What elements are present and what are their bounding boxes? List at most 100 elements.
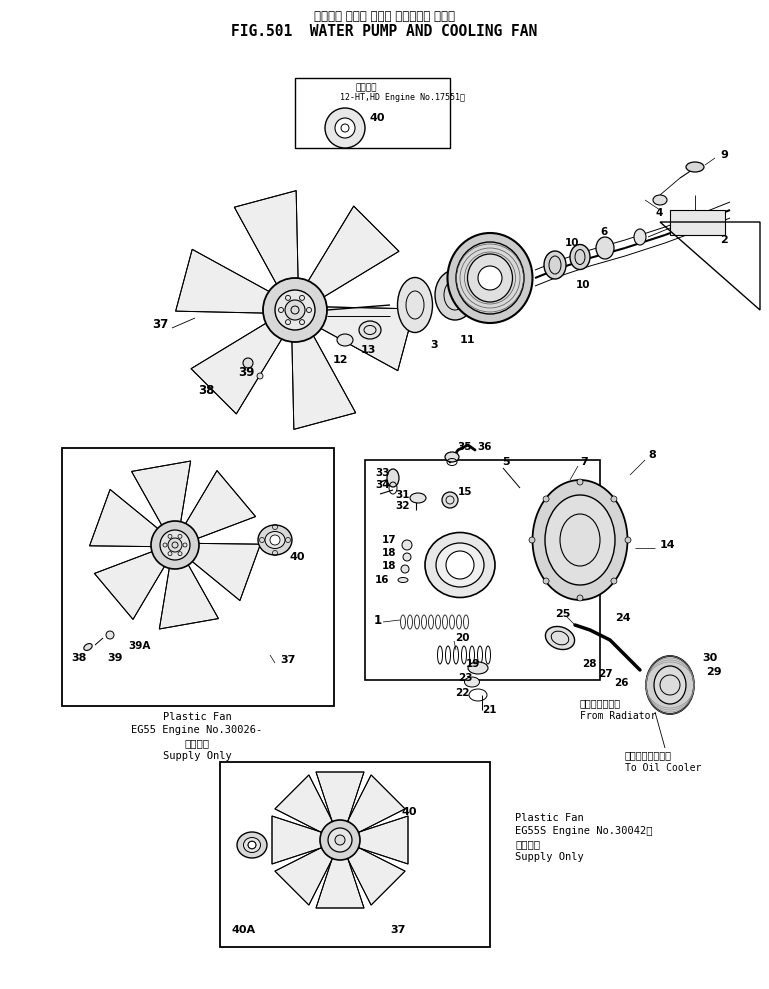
- Ellipse shape: [258, 525, 292, 555]
- Circle shape: [446, 551, 474, 579]
- Ellipse shape: [436, 543, 484, 587]
- Text: 24: 24: [615, 613, 631, 623]
- Text: 37: 37: [280, 655, 295, 665]
- Text: 19: 19: [466, 659, 481, 669]
- Text: 13: 13: [361, 345, 376, 355]
- Text: 25: 25: [555, 609, 571, 619]
- Text: 31: 31: [395, 490, 410, 500]
- Circle shape: [285, 300, 305, 320]
- Circle shape: [577, 479, 583, 485]
- Polygon shape: [191, 320, 285, 414]
- Circle shape: [335, 118, 355, 138]
- Text: 39: 39: [238, 367, 255, 380]
- Polygon shape: [305, 206, 399, 300]
- Circle shape: [478, 266, 502, 290]
- Polygon shape: [235, 191, 298, 289]
- Text: Supply Only: Supply Only: [515, 852, 584, 862]
- Text: 補給専用: 補給専用: [185, 738, 209, 748]
- Ellipse shape: [445, 452, 459, 462]
- Text: 23: 23: [458, 673, 472, 683]
- Text: 適用号機: 適用号機: [355, 83, 377, 93]
- Ellipse shape: [410, 493, 426, 503]
- Ellipse shape: [359, 321, 381, 339]
- Circle shape: [257, 373, 263, 379]
- Polygon shape: [272, 816, 324, 864]
- Text: 18: 18: [382, 561, 397, 571]
- Text: 6: 6: [600, 227, 608, 237]
- Text: 7: 7: [580, 457, 588, 467]
- Text: Supply Only: Supply Only: [162, 751, 231, 761]
- Bar: [62, 448, 334, 706]
- Bar: [365, 460, 600, 680]
- Text: 3: 3: [430, 340, 438, 350]
- Text: 18: 18: [382, 548, 397, 558]
- Text: 21: 21: [482, 705, 497, 715]
- Text: 2: 2: [720, 235, 727, 245]
- Ellipse shape: [435, 270, 475, 320]
- Polygon shape: [131, 461, 191, 527]
- Circle shape: [328, 828, 352, 852]
- Ellipse shape: [646, 656, 694, 714]
- Ellipse shape: [398, 578, 408, 583]
- Text: EG55S Engine No.30042～: EG55S Engine No.30042～: [515, 826, 653, 836]
- Polygon shape: [191, 543, 261, 600]
- Text: 33: 33: [375, 468, 390, 478]
- Ellipse shape: [244, 838, 261, 853]
- Polygon shape: [275, 775, 334, 834]
- Text: 9: 9: [720, 150, 728, 160]
- Text: 29: 29: [706, 667, 721, 677]
- Text: 39A: 39A: [128, 641, 151, 651]
- Polygon shape: [346, 775, 405, 834]
- Text: 40: 40: [370, 113, 385, 123]
- Polygon shape: [316, 772, 364, 824]
- Text: 16: 16: [375, 575, 390, 585]
- Ellipse shape: [464, 677, 480, 687]
- Ellipse shape: [237, 832, 267, 858]
- Polygon shape: [185, 471, 255, 539]
- Ellipse shape: [468, 254, 512, 302]
- Ellipse shape: [545, 495, 615, 585]
- Circle shape: [403, 553, 411, 561]
- Polygon shape: [95, 551, 165, 619]
- Text: 30: 30: [702, 653, 717, 663]
- Text: 5: 5: [502, 457, 510, 467]
- Polygon shape: [316, 856, 364, 908]
- Text: 4: 4: [655, 208, 662, 218]
- Text: 12-HT,HD Engine No.17551～: 12-HT,HD Engine No.17551～: [340, 94, 465, 103]
- Circle shape: [106, 631, 114, 639]
- Circle shape: [401, 565, 409, 573]
- Bar: [670, 210, 725, 235]
- Text: 40A: 40A: [232, 925, 256, 935]
- Ellipse shape: [337, 334, 353, 346]
- Circle shape: [335, 835, 345, 845]
- Text: 10: 10: [576, 280, 591, 290]
- Text: FIG.501  WATER PUMP AND COOLING FAN: FIG.501 WATER PUMP AND COOLING FAN: [231, 25, 537, 40]
- Text: 27: 27: [598, 669, 613, 679]
- Circle shape: [325, 108, 365, 148]
- Ellipse shape: [653, 195, 667, 205]
- Text: 37: 37: [152, 318, 168, 331]
- Polygon shape: [159, 563, 218, 629]
- Text: ウォータ ポンプ および クーリング ファン: ウォータ ポンプ および クーリング ファン: [314, 10, 454, 23]
- Bar: [220, 762, 490, 947]
- Text: 38: 38: [71, 653, 86, 663]
- Text: 35: 35: [457, 442, 471, 452]
- Text: 1: 1: [374, 613, 382, 626]
- Ellipse shape: [654, 666, 686, 704]
- Circle shape: [543, 578, 549, 584]
- Text: EG55 Engine No.30026-: EG55 Engine No.30026-: [131, 725, 263, 735]
- Text: 32: 32: [395, 501, 410, 511]
- Text: 34: 34: [375, 480, 390, 490]
- Ellipse shape: [456, 242, 524, 314]
- Circle shape: [270, 535, 280, 545]
- Ellipse shape: [570, 244, 590, 269]
- Text: 40: 40: [402, 807, 418, 817]
- Text: 11: 11: [460, 335, 475, 345]
- Circle shape: [402, 540, 412, 550]
- Text: オイルクーラーへ: オイルクーラーへ: [625, 750, 672, 760]
- Circle shape: [248, 841, 256, 849]
- Ellipse shape: [448, 233, 532, 323]
- Circle shape: [320, 820, 360, 860]
- Circle shape: [442, 492, 458, 508]
- Circle shape: [243, 358, 253, 368]
